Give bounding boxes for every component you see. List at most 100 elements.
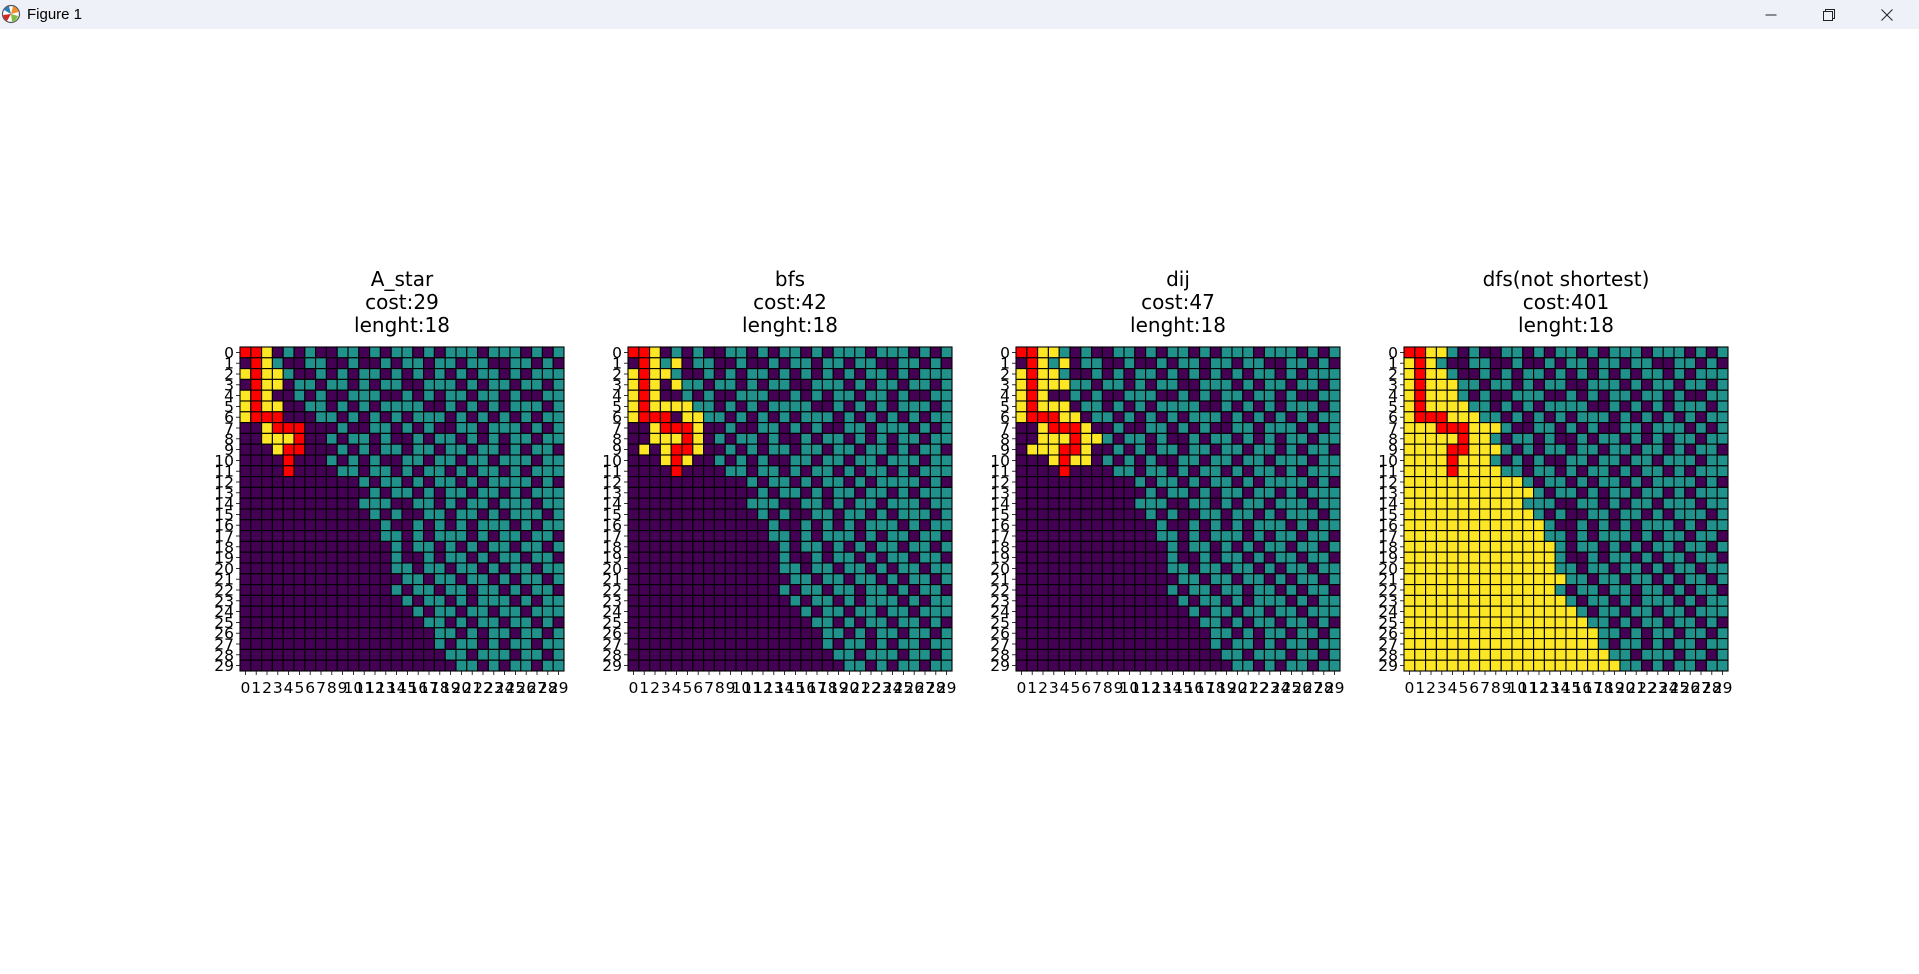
free-cell <box>1145 638 1157 650</box>
free-cell <box>1630 443 1643 456</box>
xtick-label: 5 <box>1070 679 1080 697</box>
visited-cell <box>1414 584 1427 596</box>
free-cell <box>681 616 694 629</box>
free-cell <box>1015 357 1028 370</box>
wall-cell <box>1695 465 1707 478</box>
wall-cell <box>1166 476 1179 488</box>
wall-cell <box>1576 476 1589 488</box>
free-cell <box>466 551 479 564</box>
wall-cell <box>1468 357 1481 370</box>
free-cell <box>261 540 273 553</box>
free-cell <box>1080 497 1093 510</box>
free-cell <box>1296 368 1309 380</box>
visited-cell <box>1479 638 1491 650</box>
wall-cell <box>1296 594 1309 607</box>
free-cell <box>433 497 446 510</box>
free-cell <box>239 357 252 370</box>
wall-cell <box>1662 346 1675 359</box>
wall-cell <box>531 573 543 586</box>
wall-cell <box>531 368 543 380</box>
free-cell <box>1188 659 1201 672</box>
free-cell <box>1058 519 1071 532</box>
free-cell <box>282 508 295 521</box>
wall-cell <box>1511 465 1524 478</box>
restore-button[interactable] <box>1801 0 1857 29</box>
xtick-label: 12 <box>1141 679 1161 697</box>
wall-cell <box>1209 605 1222 618</box>
visited-cell <box>1500 573 1513 586</box>
visited-cell <box>1533 616 1545 629</box>
wall-cell <box>1285 357 1298 370</box>
wall-cell <box>433 476 446 488</box>
wall-cell <box>487 584 500 596</box>
free-cell <box>315 648 327 661</box>
wall-cell <box>1231 584 1244 596</box>
wall-cell <box>1231 616 1244 629</box>
visited-cell <box>1533 594 1545 607</box>
wall-cell <box>886 346 899 359</box>
wall-cell <box>1543 378 1556 391</box>
free-cell <box>1166 497 1179 510</box>
wall-cell <box>1317 551 1330 564</box>
wall-cell <box>1285 562 1298 575</box>
path-cell <box>1069 443 1082 456</box>
wall-cell <box>1619 443 1632 456</box>
free-cell <box>293 486 306 499</box>
wall-cell <box>390 530 403 542</box>
ytick-label: 6 <box>224 409 234 427</box>
wall-cell <box>940 454 953 467</box>
wall-cell <box>1220 573 1233 586</box>
wall-cell <box>477 551 489 564</box>
wall-cell <box>1296 519 1309 532</box>
free-cell <box>627 486 640 499</box>
free-cell <box>239 454 252 467</box>
visited-cell <box>1511 627 1524 640</box>
free-cell <box>1080 389 1093 402</box>
free-cell <box>1112 454 1125 467</box>
visited-cell <box>1489 422 1502 434</box>
free-cell <box>1565 530 1578 542</box>
free-cell <box>250 573 263 586</box>
visited-cell <box>1446 573 1459 586</box>
visited-cell <box>1479 476 1491 488</box>
wall-cell <box>1209 476 1222 488</box>
wall-cell <box>336 465 349 478</box>
wall-cell <box>1242 400 1255 413</box>
free-cell <box>315 551 327 564</box>
wall-cell <box>541 443 554 456</box>
free-cell <box>282 594 295 607</box>
close-button[interactable] <box>1859 0 1915 29</box>
wall-cell <box>1608 584 1621 596</box>
free-cell <box>1641 508 1653 521</box>
wall-cell <box>1199 497 1211 510</box>
minimize-button[interactable] <box>1743 0 1799 29</box>
wall-cell <box>541 519 554 532</box>
free-cell <box>455 497 468 510</box>
path-cell <box>659 422 672 434</box>
visited-cell <box>1489 519 1502 532</box>
free-cell <box>1145 594 1157 607</box>
free-cell <box>1489 357 1502 370</box>
wall-cell <box>929 357 942 370</box>
visited-cell <box>649 400 661 413</box>
wall-cell <box>1651 368 1664 380</box>
free-cell <box>271 454 284 467</box>
chart-title: dij cost:47 lenght:18 <box>976 268 1380 337</box>
xtick-label: 4 <box>284 679 294 697</box>
wall-cell <box>1177 573 1190 586</box>
xtick-label: 27 <box>1691 679 1711 697</box>
wall-cell <box>1263 508 1276 521</box>
free-cell <box>908 389 921 402</box>
free-cell <box>1177 476 1190 488</box>
wall-cell <box>908 519 921 532</box>
wall-cell <box>843 368 856 380</box>
wall-cell <box>940 400 953 413</box>
free-cell <box>1015 508 1028 521</box>
wall-cell <box>1695 540 1707 553</box>
ytick-label: 4 <box>224 387 234 405</box>
free-cell <box>919 616 931 629</box>
free-cell <box>1263 530 1276 542</box>
wall-cell <box>369 389 381 402</box>
wall-cell <box>1253 368 1265 380</box>
free-cell <box>703 627 715 640</box>
